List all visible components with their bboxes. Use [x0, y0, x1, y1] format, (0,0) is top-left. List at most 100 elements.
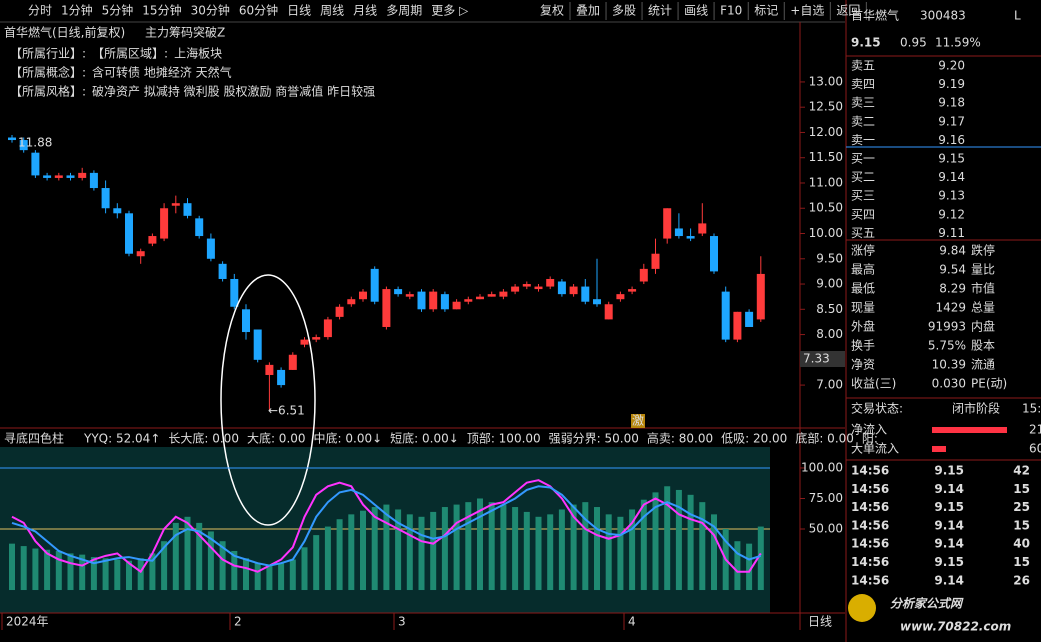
bar — [348, 514, 355, 591]
tick-volume: 40 — [1013, 537, 1030, 551]
candle-body — [101, 188, 110, 209]
book-price: 9.19 — [938, 77, 965, 91]
y-tick-label: 10.50 — [809, 201, 843, 215]
book-label: 卖一 — [851, 133, 875, 147]
flow-bar — [932, 446, 946, 452]
toolbar-item[interactable]: 15分钟 — [142, 3, 181, 18]
bar — [371, 507, 378, 591]
bar — [395, 509, 402, 591]
period-label[interactable]: 日线 — [808, 615, 832, 629]
toolbar-item[interactable]: 60分钟 — [239, 3, 278, 18]
stat-label: 量比 — [971, 263, 995, 277]
candle-body — [8, 137, 16, 141]
book-label: 买三 — [851, 189, 875, 203]
watermark-logo — [848, 594, 876, 622]
book-label: 买二 — [851, 170, 875, 184]
candle-body — [698, 223, 707, 234]
indicator-line — [11, 479, 762, 574]
candle-body — [66, 175, 75, 178]
toolbar-item[interactable]: 5分钟 — [102, 3, 134, 18]
toolbar-item[interactable]: 更多 ▷ — [431, 4, 469, 18]
book-price: 9.13 — [938, 189, 965, 203]
indicator-line — [11, 485, 762, 567]
tick-price: 9.14 — [934, 537, 964, 551]
stock-code: 300483 — [920, 9, 966, 23]
toolbar-item[interactable]: 复权 — [540, 4, 564, 18]
bar — [711, 514, 717, 591]
stat-label: 涨停 — [851, 243, 875, 258]
stat-label: 总量 — [971, 301, 995, 315]
candle-body — [593, 299, 601, 305]
bar — [278, 563, 285, 591]
indicator-value: 大底: 0.00 — [247, 431, 306, 446]
toolbar-item[interactable]: 分时 — [28, 4, 52, 18]
flow-label: 净流入 — [851, 423, 887, 437]
indicator-value: 高卖: 80.00 — [647, 431, 713, 446]
candle-body — [171, 203, 180, 206]
y-tick-label: 12.00 — [809, 125, 843, 139]
bar — [313, 535, 320, 591]
tick-time: 14:56 — [851, 464, 889, 478]
bar — [20, 546, 27, 591]
bar — [79, 554, 86, 591]
annotation: 11.88 — [18, 136, 52, 150]
candle-body — [113, 208, 122, 214]
candle-body — [78, 172, 87, 178]
candle-body — [440, 294, 449, 310]
toolbar-item[interactable]: 月线 — [353, 4, 377, 18]
indicator-value: 阳: — [862, 432, 878, 446]
bar — [664, 486, 671, 591]
book-label: 买五 — [851, 226, 875, 240]
x-tick-label: 2 — [234, 615, 242, 629]
toolbar-item[interactable]: 标记 — [754, 4, 778, 18]
toolbar-item[interactable]: +自选 — [790, 4, 824, 18]
tick-time: 14:56 — [851, 555, 889, 569]
candle-body — [581, 286, 590, 302]
bar — [453, 504, 460, 591]
book-price: 9.12 — [938, 207, 965, 221]
candle-body — [89, 172, 98, 189]
candle-body — [511, 286, 520, 292]
price-label-bg — [800, 351, 845, 367]
candle-body — [195, 218, 204, 237]
bar — [406, 514, 413, 591]
toolbar-item[interactable]: 叠加 — [576, 4, 600, 18]
toolbar-item[interactable]: 统计 — [648, 4, 672, 18]
bar — [547, 514, 554, 591]
info-text: 上海板块 — [174, 46, 222, 61]
toolbar-item[interactable]: 周线 — [320, 4, 344, 18]
toolbar-item[interactable]: 日线 — [287, 4, 311, 18]
x-tick-label: 2024年 — [6, 615, 49, 629]
bar — [324, 526, 331, 591]
toolbar-item[interactable]: 画线 — [684, 4, 708, 18]
flow-value: 606.8 — [1029, 442, 1041, 456]
stat-label: 最低 — [851, 282, 875, 296]
flow-label: 大单流入 — [851, 442, 899, 456]
toolbar-item[interactable]: 30分钟 — [191, 3, 230, 18]
candle-body — [522, 284, 531, 287]
candle-body — [487, 294, 496, 297]
bar — [289, 559, 296, 591]
toolbar-item[interactable]: 返回 — [836, 4, 860, 18]
toolbar-item[interactable]: F10 — [720, 4, 742, 18]
stat-label: 净资 — [851, 358, 875, 372]
candle-body — [370, 268, 379, 302]
bar — [746, 543, 753, 591]
y-tick-label: 9.00 — [816, 277, 843, 291]
bar — [512, 507, 519, 591]
indicator-value: 强弱分界: 50.00 — [549, 432, 639, 446]
candle-body — [721, 291, 730, 340]
bar — [687, 494, 694, 591]
tick-volume: 26 — [1013, 573, 1030, 587]
toolbar-item[interactable]: 多周期 — [386, 4, 422, 18]
tick-volume: 42 — [1013, 464, 1030, 478]
candle-body — [160, 208, 169, 239]
tick-time: 14:56 — [851, 482, 889, 496]
candle-body — [710, 236, 718, 272]
book-label: 买一 — [851, 152, 875, 166]
toolbar-item[interactable]: 1分钟 — [61, 3, 93, 18]
bar — [231, 550, 238, 591]
candle-body — [394, 289, 403, 295]
toolbar-item[interactable]: 多股 — [612, 4, 636, 18]
bar — [757, 526, 764, 591]
